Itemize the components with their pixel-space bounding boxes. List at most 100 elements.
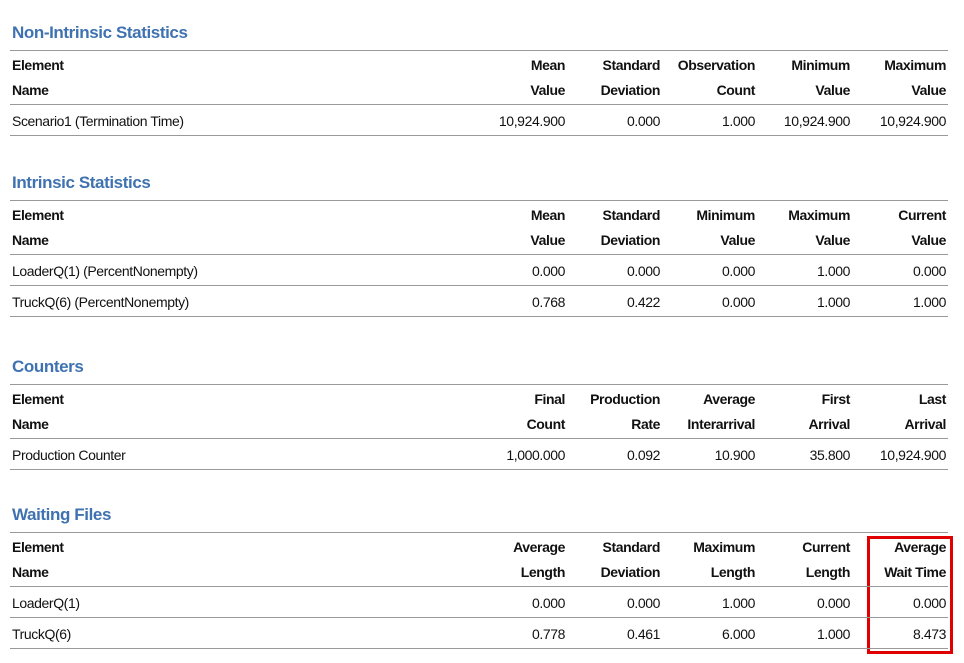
cell: 1.000	[816, 263, 850, 279]
column-header: Deviation	[600, 232, 661, 248]
column-header: Observation	[677, 57, 756, 73]
column-header: Value	[911, 232, 946, 248]
cell: 35.800	[809, 447, 851, 463]
cell: 1.000	[721, 113, 755, 129]
cell: 1.000	[912, 294, 946, 310]
column-header: Deviation	[600, 564, 661, 580]
column-header: Name	[12, 82, 49, 98]
cell: 0.422	[626, 294, 660, 310]
cell: 0.000	[816, 595, 850, 611]
column-header: Wait Time	[884, 564, 946, 580]
rule	[10, 135, 948, 136]
column-header: Standard	[602, 57, 661, 73]
cell: 0.000	[721, 263, 755, 279]
row-label: LoaderQ(1)	[12, 595, 80, 611]
cell: 0.092	[626, 447, 660, 463]
row-label: LoaderQ(1) (PercentNonempty)	[12, 263, 198, 279]
column-header: Count	[526, 416, 566, 432]
cell: 1.000	[816, 626, 850, 642]
rule	[10, 50, 948, 51]
cell: 0.000	[626, 595, 660, 611]
column-header: Element	[12, 57, 64, 73]
cell: 0.768	[531, 294, 565, 310]
column-header: Standard	[602, 207, 661, 223]
rule	[10, 254, 948, 255]
column-header: Mean	[530, 207, 566, 223]
rule	[10, 648, 948, 649]
cell: 0.000	[912, 263, 946, 279]
column-header: Arrival	[904, 416, 946, 432]
cell: 0.000	[912, 595, 946, 611]
column-header: Current	[802, 539, 850, 555]
column-header: Value	[530, 82, 565, 98]
cell: 10,924.900	[783, 113, 850, 129]
rule	[10, 200, 948, 201]
column-header: Last	[918, 391, 947, 407]
column-header: Maximum	[884, 57, 946, 73]
highlight-box	[867, 536, 953, 654]
cell: 10,924.900	[498, 113, 565, 129]
column-header: Arrival	[808, 416, 850, 432]
cell: 8.473	[912, 626, 946, 642]
section-title: Non-Intrinsic Statistics	[12, 23, 188, 42]
rule	[10, 438, 948, 439]
row-label: TruckQ(6) (PercentNonempty)	[12, 294, 189, 310]
cell: 10,924.900	[879, 447, 946, 463]
column-header: Standard	[602, 539, 661, 555]
cell: 10.900	[714, 447, 756, 463]
section-title: Waiting Files	[12, 505, 112, 524]
cell: 6.000	[721, 626, 755, 642]
rule	[10, 532, 948, 533]
column-header: Count	[716, 82, 756, 98]
column-header: Length	[805, 564, 851, 580]
column-header: First	[821, 391, 851, 407]
cell: 0.461	[626, 626, 660, 642]
cell: 0.000	[531, 595, 565, 611]
rule	[10, 384, 948, 385]
column-header: Maximum	[693, 539, 755, 555]
column-header: Final	[534, 391, 565, 407]
column-header: Rate	[631, 416, 660, 432]
rule	[10, 316, 948, 317]
cell: 1.000	[816, 294, 850, 310]
row-label: TruckQ(6)	[12, 626, 71, 642]
column-header: Length	[520, 564, 566, 580]
column-header: Element	[12, 391, 64, 407]
cell: 1.000	[721, 595, 755, 611]
column-header: Name	[12, 564, 49, 580]
column-header: Name	[12, 416, 49, 432]
column-header: Average	[894, 539, 946, 555]
row-label: Scenario1 (Termination Time)	[12, 113, 184, 129]
column-header: Mean	[530, 57, 566, 73]
rule	[10, 104, 948, 105]
column-header: Minimum	[791, 57, 850, 73]
row-label: Production Counter	[12, 447, 126, 463]
column-header: Element	[12, 539, 64, 555]
rule	[10, 469, 948, 470]
column-header: Value	[815, 232, 850, 248]
column-header: Production	[590, 391, 660, 407]
cell: 0.000	[626, 113, 660, 129]
column-header: Average	[513, 539, 565, 555]
section-title: Counters	[12, 357, 84, 376]
rule	[10, 285, 948, 286]
column-header: Name	[12, 232, 49, 248]
column-header: Current	[898, 207, 946, 223]
cell: 10,924.900	[879, 113, 946, 129]
cell: 0.778	[531, 626, 565, 642]
column-header: Value	[911, 82, 946, 98]
cell: 1,000.000	[506, 447, 565, 463]
rule	[10, 586, 948, 587]
column-header: Length	[710, 564, 756, 580]
column-header: Deviation	[600, 82, 661, 98]
rule	[10, 617, 948, 618]
cell: 0.000	[626, 263, 660, 279]
column-header: Element	[12, 207, 64, 223]
column-header: Value	[530, 232, 565, 248]
section-title: Intrinsic Statistics	[12, 173, 151, 192]
cell: 0.000	[531, 263, 565, 279]
column-header: Value	[815, 82, 850, 98]
column-header: Interarrival	[687, 416, 755, 432]
cell: 0.000	[721, 294, 755, 310]
